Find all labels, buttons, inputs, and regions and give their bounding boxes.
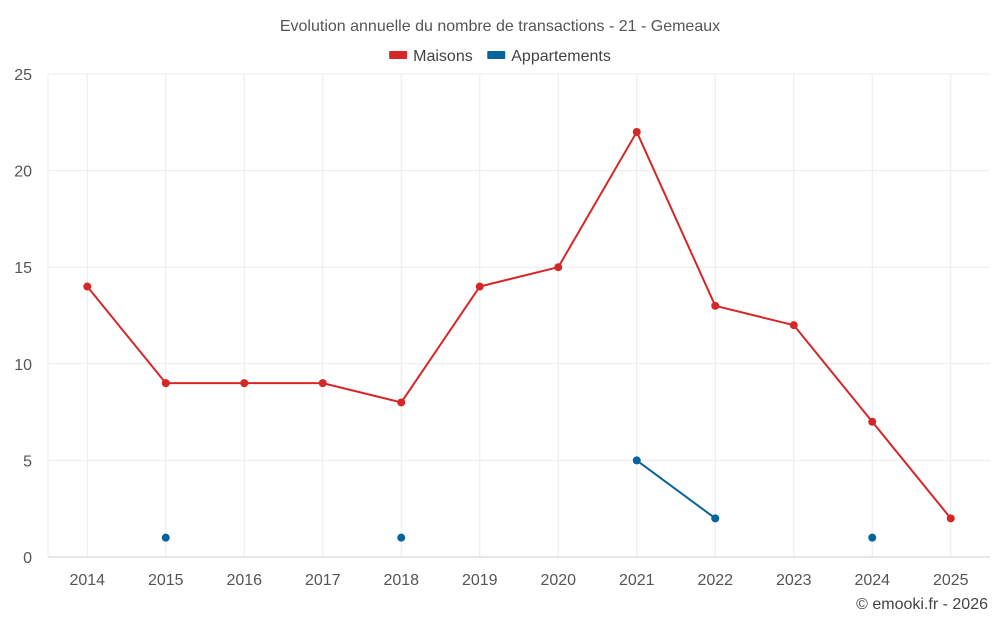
data-point-maisons [711, 301, 720, 310]
series-appartements [161, 456, 877, 542]
x-tick-label: 2022 [697, 572, 733, 589]
x-tick-label: 2016 [226, 572, 262, 589]
x-tick-label: 2019 [462, 572, 498, 589]
legend-item-maisons[interactable]: Maisons [389, 48, 473, 65]
legend-swatch-maisons [389, 51, 408, 59]
y-tick-label: 20 [14, 164, 32, 181]
x-tick-label: 2014 [69, 572, 105, 589]
legend-item-appartements[interactable]: Appartements [487, 48, 611, 65]
data-point-maisons [83, 282, 92, 291]
legend-label-maisons: Maisons [413, 48, 473, 65]
data-point-maisons [161, 379, 170, 388]
grid [48, 73, 990, 557]
series [83, 127, 955, 542]
data-point-maisons [397, 398, 406, 407]
legend-label-appartements: Appartements [511, 48, 611, 65]
series-line-maisons [86, 130, 952, 519]
chart-title: Evolution annuelle du nombre de transact… [280, 18, 720, 35]
y-tick-label: 25 [14, 67, 32, 84]
footer-credit: © emooki.fr - 2026 [856, 596, 988, 613]
x-tick-label: 2021 [619, 572, 655, 589]
x-tick-label: 2025 [933, 572, 969, 589]
series-line-appartements [636, 459, 716, 520]
data-point-maisons [318, 379, 327, 388]
data-point-appartements [711, 514, 720, 523]
data-point-maisons [554, 263, 563, 272]
data-point-appartements [397, 533, 406, 542]
legend-swatch-appartements [487, 51, 506, 59]
data-point-maisons [632, 127, 641, 136]
data-point-maisons [789, 321, 798, 330]
x-tick-label: 2015 [148, 572, 184, 589]
series-maisons [83, 127, 955, 523]
x-tick-label: 2020 [540, 572, 576, 589]
y-tick-label: 10 [14, 357, 32, 374]
data-point-appartements [632, 456, 641, 465]
data-point-appartements [161, 533, 170, 542]
data-point-appartements [868, 533, 877, 542]
x-tick-label: 2023 [776, 572, 812, 589]
legend: Maisons Appartements [389, 48, 611, 65]
y-tick-label: 15 [14, 260, 32, 277]
y-tick-label: 5 [23, 453, 32, 470]
data-point-maisons [946, 514, 955, 523]
data-point-maisons [475, 282, 484, 291]
y-tick-label: 0 [23, 550, 32, 567]
data-point-maisons [240, 379, 249, 388]
x-tick-label: 2017 [305, 572, 341, 589]
data-point-maisons [868, 417, 877, 426]
x-tick-label: 2024 [854, 572, 890, 589]
x-tick-label: 2018 [383, 572, 419, 589]
